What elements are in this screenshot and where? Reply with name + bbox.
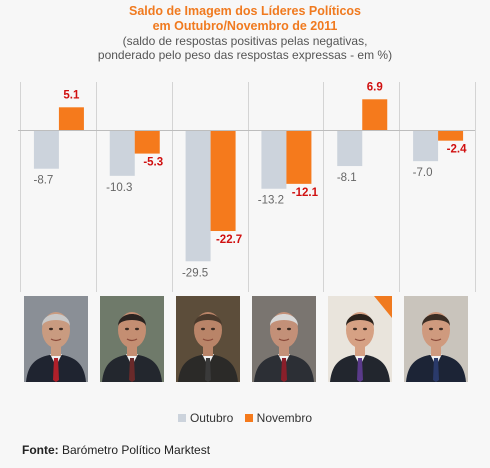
bar-novembro-5 (362, 99, 388, 130)
data-label-outubro-2: -10.3 (106, 182, 132, 194)
bar-outubro-1 (33, 130, 59, 169)
chart-title-line-2: em Outubro/Novembro de 2011 (152, 19, 338, 33)
data-label-novembro-2: -5.3 (143, 157, 163, 169)
bar-novembro-4 (286, 130, 312, 184)
bar-outubro-5 (337, 130, 363, 167)
bar-novembro-6 (438, 130, 464, 141)
legend-item-outubro: Outubro (177, 411, 234, 425)
legend-item-novembro: Novembro (244, 411, 313, 425)
data-label-novembro-4: -12.1 (292, 187, 319, 199)
portrait-5 (328, 296, 392, 382)
data-label-novembro-6: -2.4 (447, 144, 467, 156)
person-icon (404, 296, 468, 382)
chart-legend: Outubro Novembro (0, 411, 490, 425)
legend-label-novembro: Novembro (256, 411, 313, 425)
bar-novembro-1 (58, 107, 84, 130)
bar-novembro-3 (210, 130, 236, 232)
source-note: Fonte: Barómetro Político Marktest (22, 443, 210, 457)
portrait-6 (404, 296, 468, 382)
legend-label-outubro: Outubro (189, 411, 234, 425)
chart-subtitle-line-1: (saldo de respostas positivas pelas nega… (122, 34, 368, 48)
bar-outubro-3 (185, 130, 211, 262)
chart-subtitle: (saldo de respostas positivas pelas nega… (0, 34, 490, 62)
data-label-outubro-4: -13.2 (258, 195, 284, 207)
chart-title: Saldo de Imagem dos Líderes Políticos em… (0, 4, 490, 34)
bar-chart: -8.7 5.1 -10.3 -5.3 -29.5 -22.7 -13.2 -12.1 -8.1… (18, 81, 476, 292)
legend-swatch-outubro (177, 414, 186, 422)
bar-outubro-6 (413, 130, 439, 162)
data-label-novembro-3: -22.7 (216, 234, 242, 246)
bar-outubro-4 (261, 130, 287, 189)
data-label-novembro-1: 5.1 (63, 89, 80, 101)
person-icon (24, 296, 88, 382)
data-label-outubro-1: -8.7 (34, 175, 54, 187)
data-label-outubro-6: -7.0 (413, 167, 433, 179)
person-icon (252, 296, 316, 382)
chart-subtitle-line-2: ponderado pelo peso das respostas expres… (97, 48, 393, 62)
bar-novembro-2 (134, 130, 160, 154)
person-icon (328, 296, 392, 382)
data-label-novembro-5: 6.9 (367, 81, 383, 93)
data-label-outubro-5: -8.1 (337, 172, 357, 184)
portrait-1 (24, 296, 88, 382)
source-text: Barómetro Político Marktest (58, 443, 211, 457)
person-icon (176, 296, 240, 382)
person-icon (100, 296, 164, 382)
portrait-4 (252, 296, 316, 382)
portrait-2 (100, 296, 164, 382)
bar-outubro-2 (109, 130, 135, 176)
legend-swatch-novembro (244, 414, 253, 422)
data-label-outubro-3: -29.5 (182, 267, 208, 279)
portrait-3 (176, 296, 240, 382)
chart-title-line-1: Saldo de Imagem dos Líderes Políticos (128, 4, 361, 18)
source-label: Fonte: (22, 443, 59, 457)
